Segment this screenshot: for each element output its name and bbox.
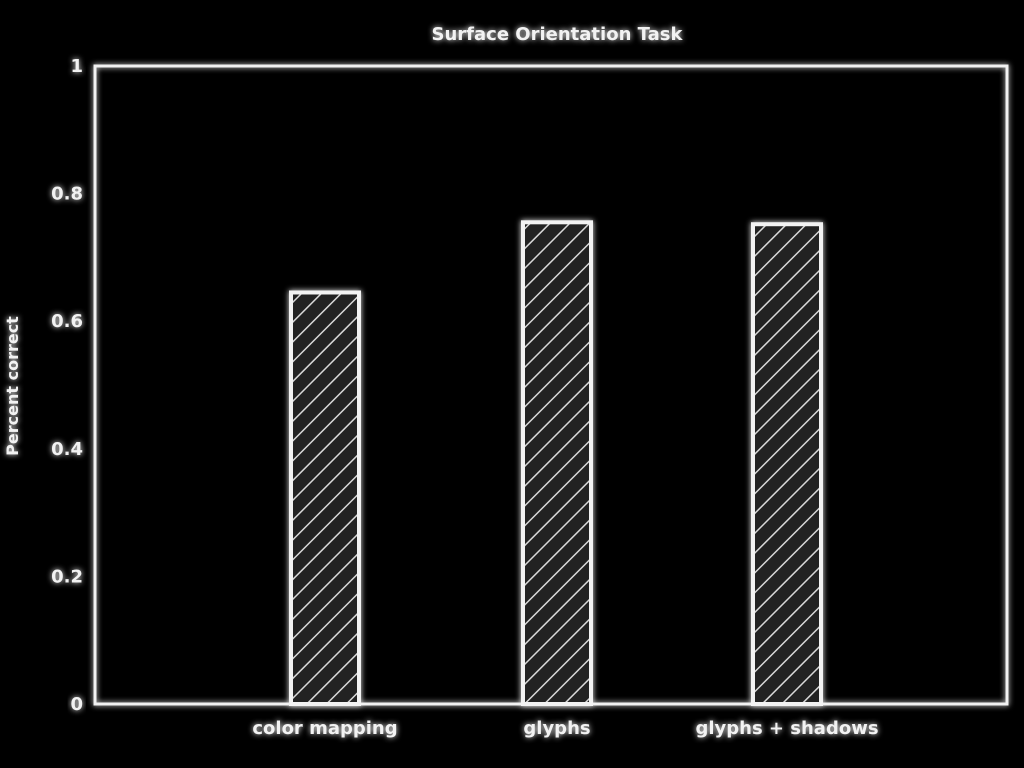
bar-rect (521, 220, 593, 706)
y-tick-label: 0.4 (51, 439, 83, 460)
y-tick-label: 0 (70, 694, 83, 715)
x-tick-label: glyphs (523, 718, 590, 739)
y-axis-ticks: 0 0.2 0.4 0.6 0.8 1 (51, 56, 1007, 715)
bar-rect (751, 222, 823, 706)
bar-3 (751, 199, 823, 706)
bars-group (289, 197, 823, 706)
bar-2 (521, 197, 593, 706)
y-tick-label: 1 (70, 56, 83, 77)
chart-title: Surface Orientation Task (432, 24, 684, 45)
y-tick-label: 0.6 (51, 311, 83, 332)
bar-1 (289, 261, 361, 706)
x-tick-label: color mapping (252, 718, 397, 739)
x-axis-ticks: color mapping glyphs glyphs + shadows (252, 66, 879, 739)
y-axis-label: Percent correct (3, 316, 22, 456)
y-tick-label: 0.8 (51, 184, 83, 205)
x-tick-label: glyphs + shadows (695, 718, 878, 739)
y-tick-label: 0.2 (51, 566, 83, 587)
bar-rect (289, 290, 361, 706)
